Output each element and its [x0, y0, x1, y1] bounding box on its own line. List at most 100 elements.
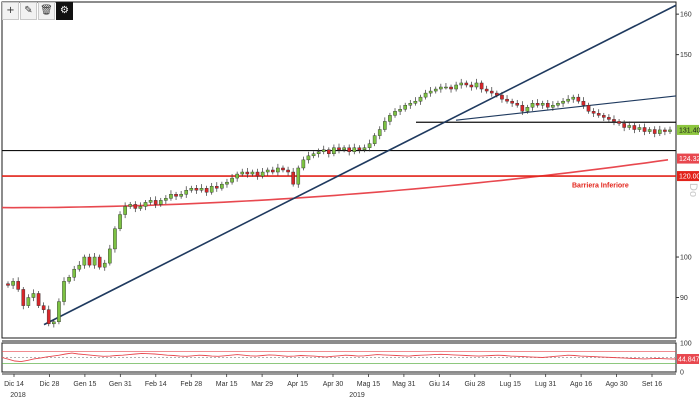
candle-body [128, 204, 133, 207]
candle-body [16, 281, 20, 290]
main-frame [1, 1, 677, 339]
x-tick-label: Dic 28 [40, 381, 60, 388]
candle-body [316, 151, 321, 155]
candle-body [184, 190, 189, 195]
candle-body [235, 173, 239, 179]
candle-body [652, 129, 657, 134]
x-tick-label: Dic 14 [4, 381, 24, 388]
candle-body [408, 103, 413, 106]
oscillator-tag: 44.8474 [678, 356, 700, 363]
gear-icon: ⚙ [60, 5, 69, 16]
candle-body [46, 309, 51, 325]
candle-body [337, 147, 341, 150]
candle-body [586, 105, 591, 112]
candle-body [403, 105, 408, 110]
x-tick-label: Lug 31 [535, 381, 557, 388]
oscillator-tick-label: 100 [680, 341, 692, 348]
candle-body [535, 103, 540, 106]
x-tick-label: Mar 29 [251, 381, 273, 388]
candle-body [647, 129, 652, 132]
x-tick-label: Mag 15 [357, 381, 380, 388]
candle-body [271, 169, 275, 173]
candle-body [428, 90, 433, 94]
candle-body [449, 86, 453, 90]
moving-average-tag: 124.322 [679, 156, 700, 163]
candle-body [321, 149, 326, 152]
candle-body [347, 147, 351, 152]
candle-body [423, 92, 428, 98]
moving-average-tag-bg [677, 153, 699, 164]
candle-body [642, 127, 647, 132]
x-tick-label: Giu 28 [464, 381, 485, 388]
candle-body [377, 129, 382, 136]
candle-body [525, 107, 530, 112]
candle-body [31, 293, 36, 298]
settings-tool-button[interactable]: ⚙ [56, 2, 73, 20]
crosshair-tool-button[interactable]: + [2, 2, 19, 20]
candle-body [77, 264, 82, 270]
candle-body [306, 155, 311, 161]
moving-average-line [1, 159, 669, 209]
candle-body [627, 125, 632, 128]
x-tick-label: Giu 14 [429, 381, 450, 388]
candle-body [388, 115, 392, 122]
primary-trendline [43, 4, 677, 326]
candle-body [67, 277, 71, 282]
candle-body [530, 103, 535, 108]
candle-body [561, 100, 565, 104]
candle-body [454, 84, 458, 90]
secondary-trendline [455, 95, 677, 121]
candle-body [632, 125, 637, 130]
candle-body [607, 117, 611, 120]
candle-body [617, 121, 621, 124]
x-tick-label: Mag 31 [392, 381, 415, 388]
candle-body [291, 171, 295, 185]
barrier-tag-bg [677, 171, 699, 182]
candle-body [576, 96, 581, 102]
candle-body [6, 283, 10, 286]
candle-body [11, 281, 15, 286]
candle-body [413, 100, 418, 104]
candle-body [118, 214, 122, 229]
candle-body [214, 185, 219, 189]
candle-body [143, 202, 148, 207]
candle-body [612, 119, 616, 122]
x-axis: Dic 14 Dic 28 Gen 15 Gen 31 Feb 14 Feb 28 Mar … [2, 373, 676, 399]
y-tick-label: 150 [680, 52, 692, 59]
candle-body [469, 84, 474, 88]
x-tick-label: Gen 31 [109, 381, 132, 388]
candle-body [418, 96, 423, 102]
candle-body [41, 305, 46, 310]
candle-body [495, 92, 499, 96]
candle-body [82, 256, 87, 266]
price-tag-bg [677, 124, 699, 135]
candle-body [57, 301, 61, 323]
candle-body [204, 188, 209, 193]
y-tick-label: 90 [680, 295, 688, 302]
x-tick-label: Gen 15 [73, 381, 96, 388]
candle-body [97, 256, 102, 268]
candle-body [332, 147, 336, 155]
candle-body [225, 181, 229, 185]
main-plot-area: 90 100 150 160 Barriera Inferiore Do 131.40 124… [1, 1, 700, 339]
candle-body [158, 200, 163, 205]
oscillator-tick-label: 0 [680, 370, 684, 377]
candle-body [515, 103, 520, 106]
candle-body [505, 98, 509, 102]
candle-body [489, 90, 494, 94]
x-tick-label: Ago 16 [570, 381, 592, 388]
candle-body [357, 147, 362, 150]
candle-body [123, 206, 127, 215]
delete-tool-button[interactable]: 🗑 [38, 2, 55, 20]
x-tick-label: Apr 30 [323, 381, 344, 388]
candle-body [108, 248, 112, 264]
candle-body [296, 167, 301, 185]
candle-body [174, 194, 178, 197]
candle-body [26, 297, 31, 306]
candle-body [250, 171, 255, 175]
candle-body [245, 171, 250, 175]
candle-body [87, 256, 92, 266]
draw-tool-button[interactable]: ✎ [20, 2, 37, 20]
candle-body [62, 281, 66, 302]
